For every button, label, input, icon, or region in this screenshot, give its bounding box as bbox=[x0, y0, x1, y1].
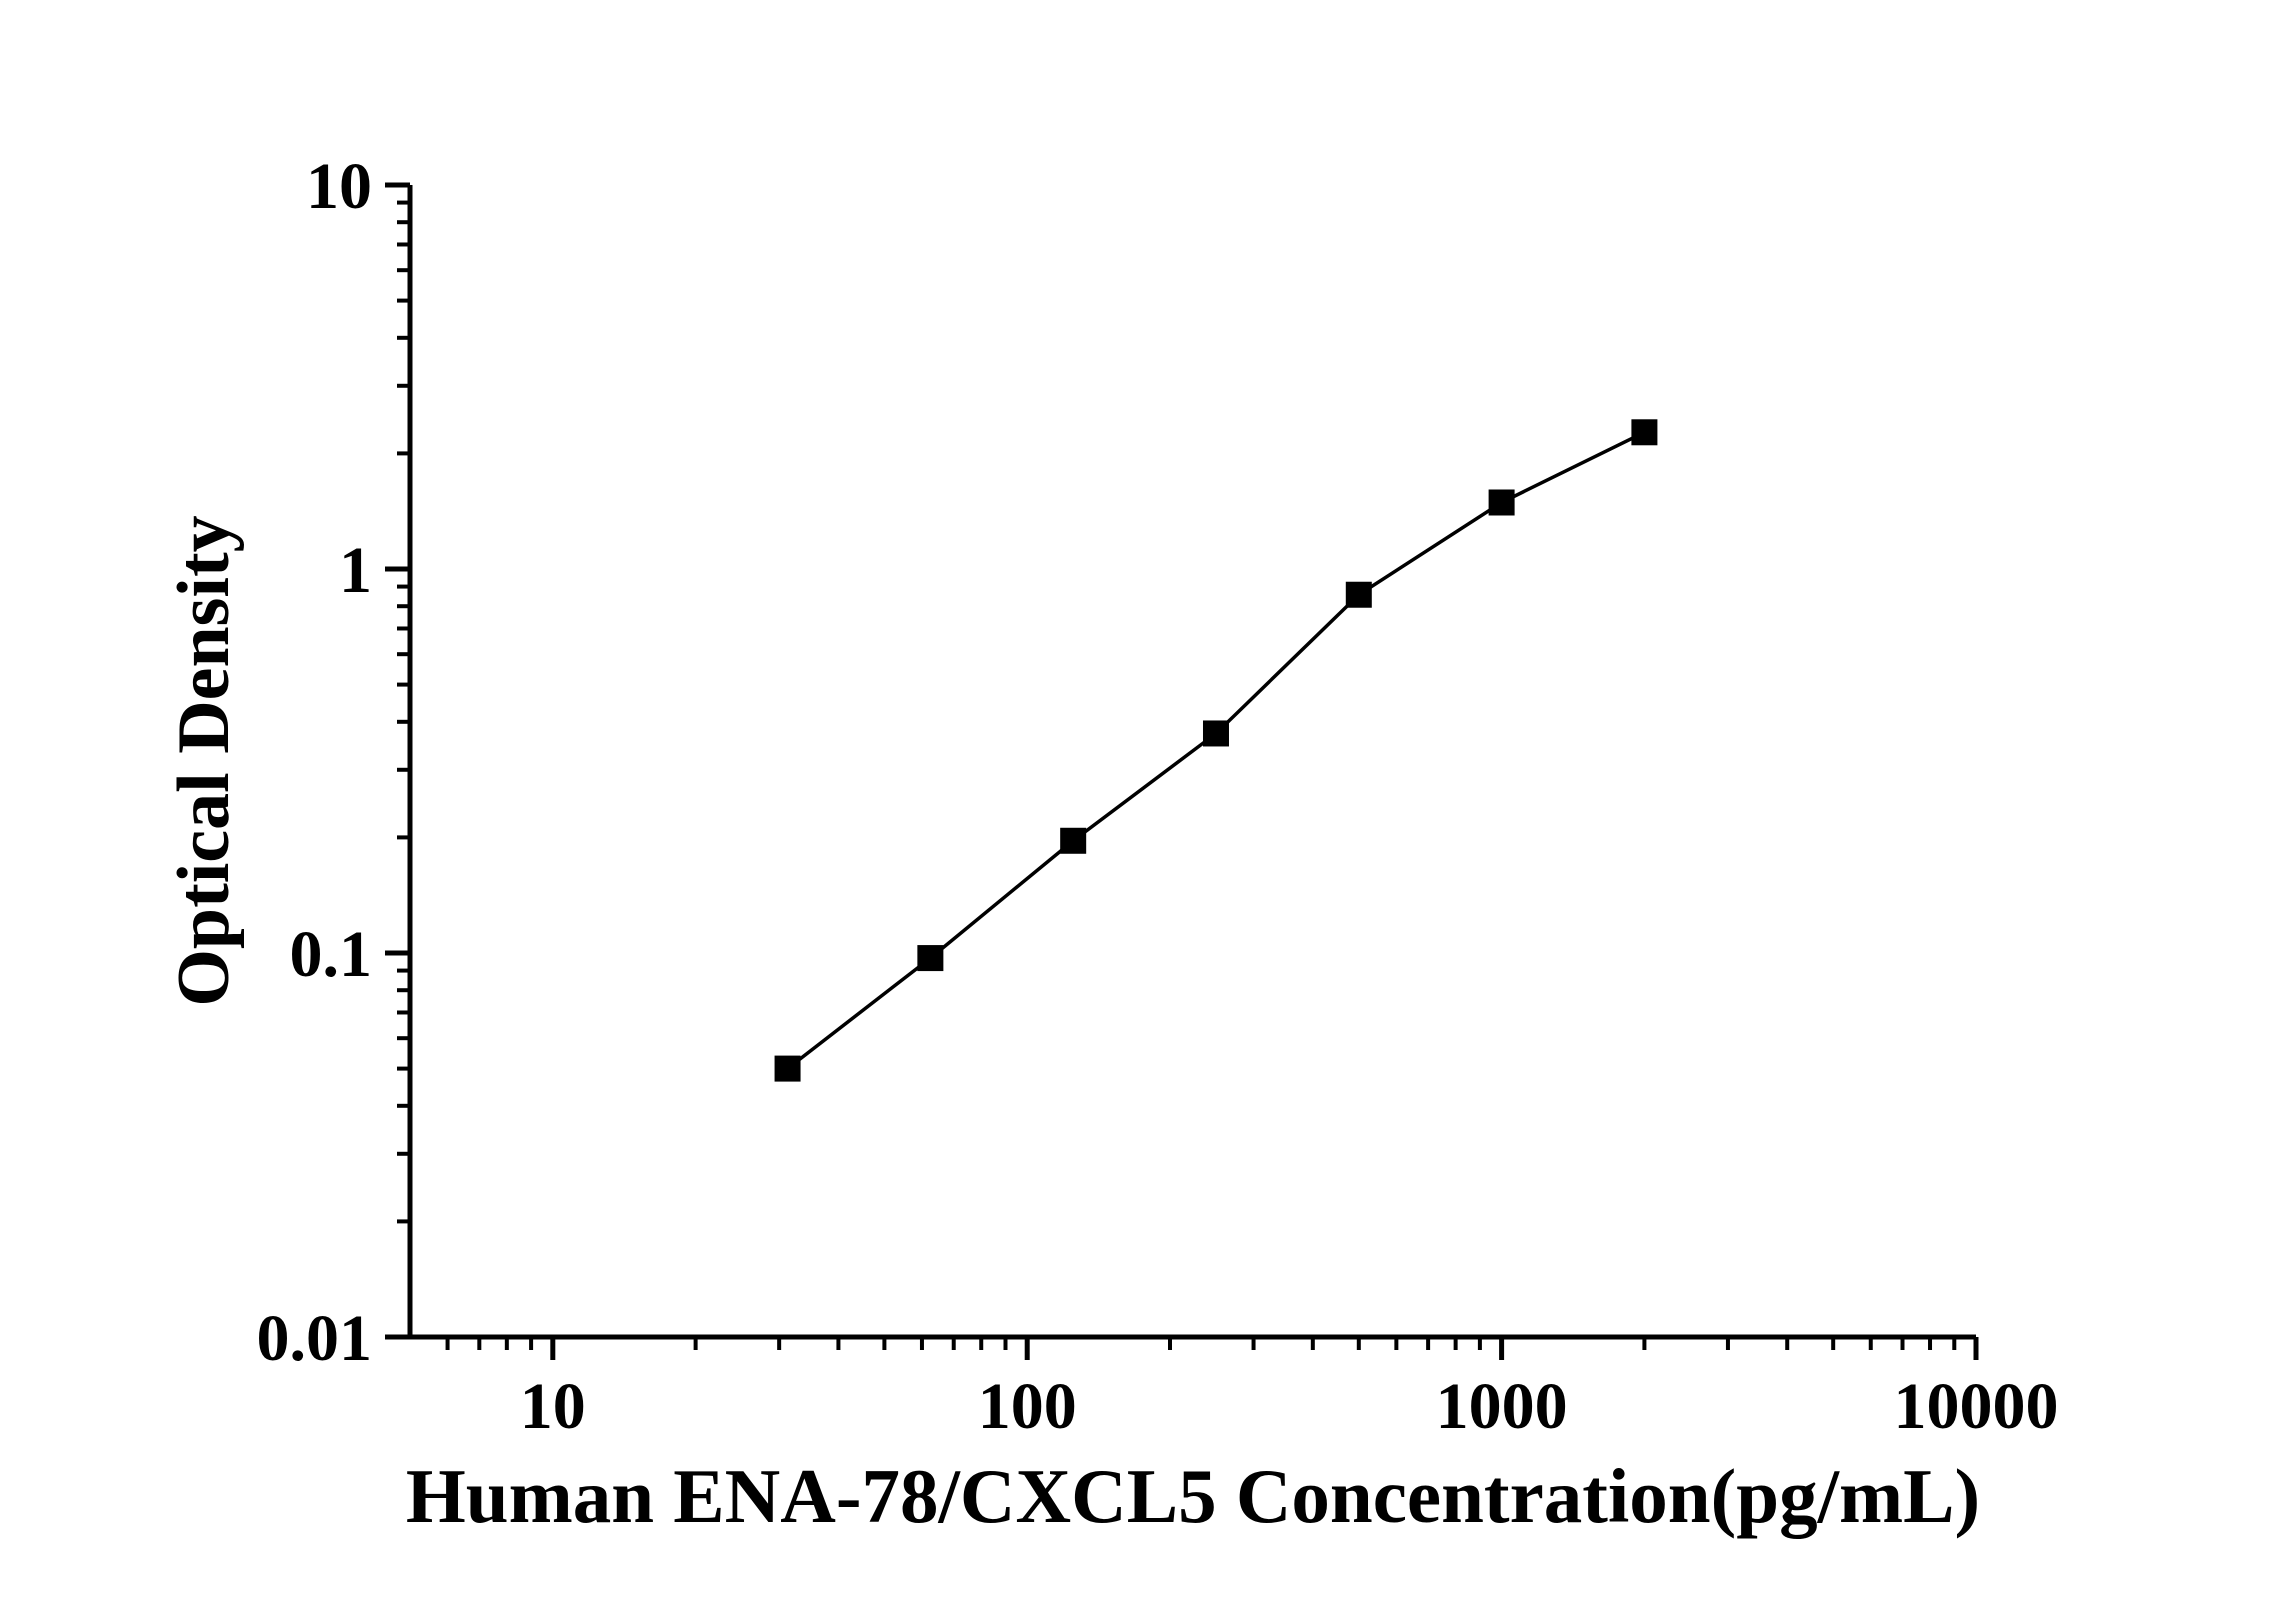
data-point-marker bbox=[917, 945, 944, 972]
tick-labels-layer: 10 100 1000 10000 0.01 0.1 1 10 bbox=[257, 150, 2059, 1443]
x-axis-tick-label: 10 bbox=[520, 1370, 586, 1443]
x-axis-tick-label: 1000 bbox=[1436, 1370, 1568, 1443]
y-axis-tick-label: 0.01 bbox=[257, 1302, 373, 1375]
x-axis-tick-label: 100 bbox=[978, 1370, 1077, 1443]
y-axis-tick-label: 10 bbox=[306, 150, 372, 223]
data-series-layer bbox=[774, 419, 1658, 1082]
data-point-marker bbox=[1488, 489, 1515, 516]
data-point-marker bbox=[1202, 720, 1229, 747]
x-axis-tick-label: 10000 bbox=[1894, 1370, 2059, 1443]
data-point-marker bbox=[1345, 581, 1372, 608]
y-axis-tick-label: 0.1 bbox=[290, 918, 373, 991]
data-series-line bbox=[786, 430, 1646, 1070]
axes-layer bbox=[407, 185, 1976, 1340]
axis-spines bbox=[407, 185, 1976, 1340]
y-axis-title: Optical Density bbox=[163, 515, 245, 1006]
axis-ticks-layer bbox=[385, 182, 1979, 1360]
x-axis-title: Human ENA-78/CXCL5 Concentration(pg/mL) bbox=[406, 1453, 1980, 1539]
data-point-marker bbox=[1631, 419, 1658, 446]
data-point-marker bbox=[774, 1055, 801, 1082]
y-axis-tick-label: 1 bbox=[339, 534, 372, 607]
data-point-marker bbox=[1060, 827, 1087, 854]
